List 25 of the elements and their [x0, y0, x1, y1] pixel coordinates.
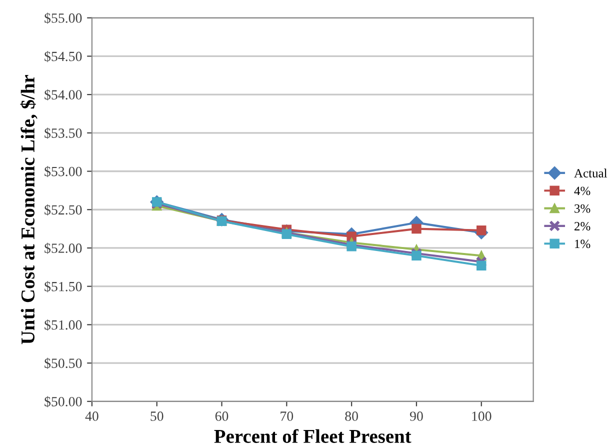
x-tick-label: 80 [345, 412, 358, 421]
y-tick-label: $53.00 [44, 166, 82, 178]
y-axis-title: Unti Cost at Economic Life, $/hr [20, 75, 38, 344]
legend-label: 3% [574, 204, 590, 213]
x-axis-title: Percent of Fleet Present [214, 429, 412, 443]
legend-label: 1% [575, 240, 590, 248]
y-tick-label: $52.50 [44, 204, 82, 216]
legend-label: 4% [574, 186, 590, 196]
x-tick-label: 90 [410, 412, 423, 421]
x-tick-label: 50 [150, 412, 164, 421]
y-tick-label: $50.00 [44, 396, 82, 408]
x-tick-label: 100 [472, 412, 492, 421]
y-tick-label: $50.50 [44, 358, 82, 369]
y-tick-label: $54.50 [44, 50, 82, 62]
legend-label: Actual [574, 168, 608, 178]
y-tick-label: $54.00 [44, 89, 82, 100]
y-tick-label: $51.50 [44, 281, 82, 292]
y-tick-label: $53.50 [44, 128, 82, 139]
x-tick-label: 60 [215, 412, 228, 421]
legend-label: 2% [574, 222, 590, 230]
y-tick-label: $55.00 [44, 12, 82, 24]
y-tick-label: $52.00 [44, 242, 82, 254]
y-tick-label: $51.00 [44, 319, 82, 331]
x-tick-label: 70 [280, 412, 294, 421]
x-tick-label: 40 [85, 412, 98, 421]
